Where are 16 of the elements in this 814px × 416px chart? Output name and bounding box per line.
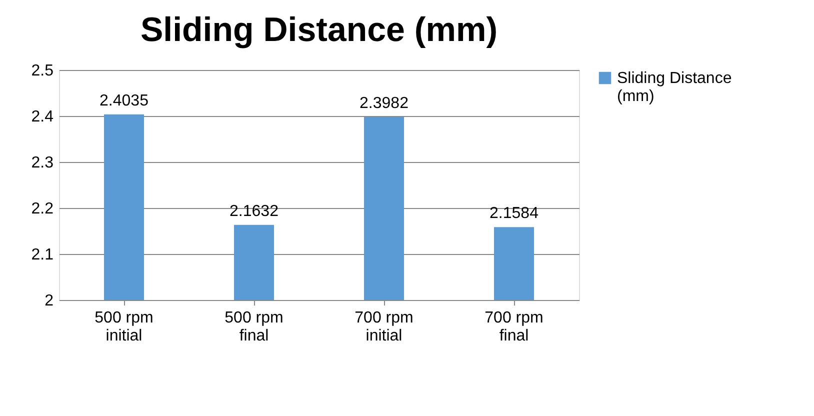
y-tick-label: 2.3 (31, 154, 54, 172)
data-label: 2.4035 (100, 92, 149, 110)
y-tick-label: 2.2 (31, 200, 54, 218)
data-label: 2.1584 (490, 205, 539, 222)
y-tick-label: 2.4 (31, 108, 54, 126)
x-tick-label: 500 rpm final (224, 310, 284, 344)
data-label: 2.3982 (360, 94, 409, 112)
x-tick-label: 500 rpm initial (94, 310, 154, 344)
y-tick-label: 2 (44, 292, 54, 310)
chart-title: Sliding Distance (mm) (140, 11, 498, 49)
y-tick-label: 2.5 (31, 62, 54, 80)
data-label: 2.1632 (230, 202, 279, 220)
x-tick-label: 700 rpm initial (354, 310, 414, 344)
legend-label: Sliding Distance (mm) (617, 70, 732, 105)
y-tick-label: 2.1 (31, 246, 54, 264)
x-tick-label: 700 rpm final (484, 310, 544, 344)
